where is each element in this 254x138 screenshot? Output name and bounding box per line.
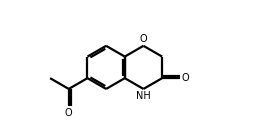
Text: NH: NH <box>136 91 151 101</box>
Text: O: O <box>140 34 147 43</box>
Text: O: O <box>182 73 189 83</box>
Text: O: O <box>65 108 73 118</box>
